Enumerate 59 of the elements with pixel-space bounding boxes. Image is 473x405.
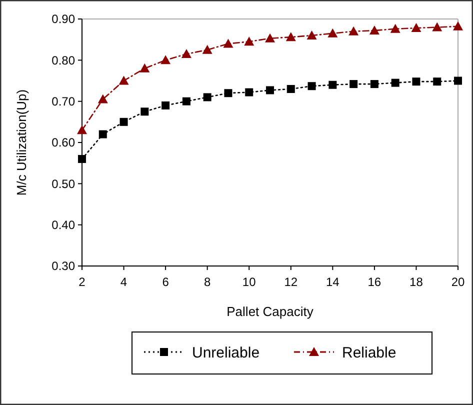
x-tick-label: 20 bbox=[451, 275, 465, 289]
point bbox=[181, 48, 192, 58]
point bbox=[203, 93, 212, 102]
point bbox=[202, 44, 212, 54]
point bbox=[328, 28, 338, 38]
point bbox=[453, 21, 463, 30]
point bbox=[98, 94, 108, 104]
point bbox=[118, 76, 129, 85]
point bbox=[306, 30, 317, 40]
point bbox=[391, 78, 400, 87]
x-tick-label: 18 bbox=[410, 275, 424, 289]
x-tick-label: 10 bbox=[242, 275, 256, 289]
y-tick-label: 0.80 bbox=[52, 53, 76, 68]
point bbox=[140, 108, 149, 116]
point bbox=[433, 78, 442, 86]
x-tick-label: 16 bbox=[368, 275, 382, 289]
x-tick-label: 14 bbox=[326, 275, 340, 289]
x-tick-label: 8 bbox=[204, 275, 211, 289]
point bbox=[140, 63, 150, 72]
point bbox=[369, 26, 380, 35]
x-tick-label: 4 bbox=[120, 275, 128, 289]
legend-label: Unreliable bbox=[192, 344, 260, 362]
point bbox=[370, 80, 378, 88]
point bbox=[182, 97, 190, 106]
point bbox=[308, 82, 316, 90]
point bbox=[286, 84, 295, 93]
point bbox=[286, 32, 296, 42]
y-tick-label: 0.60 bbox=[52, 136, 76, 150]
point bbox=[454, 76, 462, 85]
point bbox=[245, 88, 254, 96]
x-tick-label: 12 bbox=[284, 275, 298, 289]
point bbox=[120, 118, 128, 126]
point bbox=[160, 55, 171, 64]
y-tick-label: 0.50 bbox=[52, 176, 76, 191]
point bbox=[266, 86, 274, 94]
y-tick-label: 0.90 bbox=[52, 12, 76, 26]
point bbox=[223, 38, 234, 48]
point bbox=[98, 130, 107, 138]
y-tick-label: 0.70 bbox=[52, 94, 76, 109]
point bbox=[265, 33, 275, 42]
point bbox=[390, 24, 400, 33]
point bbox=[412, 78, 420, 86]
point bbox=[348, 26, 359, 36]
point bbox=[350, 80, 358, 88]
y-axis-title: M/c Utilization(Up) bbox=[14, 89, 29, 196]
point bbox=[224, 89, 232, 98]
point bbox=[328, 80, 337, 89]
x-tick-label: 6 bbox=[162, 275, 170, 289]
point bbox=[244, 36, 254, 46]
x-tick-label: 2 bbox=[78, 275, 86, 289]
y-tick-label: 0.30 bbox=[52, 259, 76, 274]
point bbox=[411, 23, 422, 32]
x-axis-title: Pallet Capacity bbox=[226, 304, 314, 319]
legend-label: Reliable bbox=[342, 344, 396, 362]
point bbox=[77, 125, 87, 134]
point bbox=[162, 101, 170, 110]
point bbox=[78, 154, 86, 163]
y-tick-label: 0.40 bbox=[52, 218, 76, 232]
point bbox=[432, 22, 442, 32]
